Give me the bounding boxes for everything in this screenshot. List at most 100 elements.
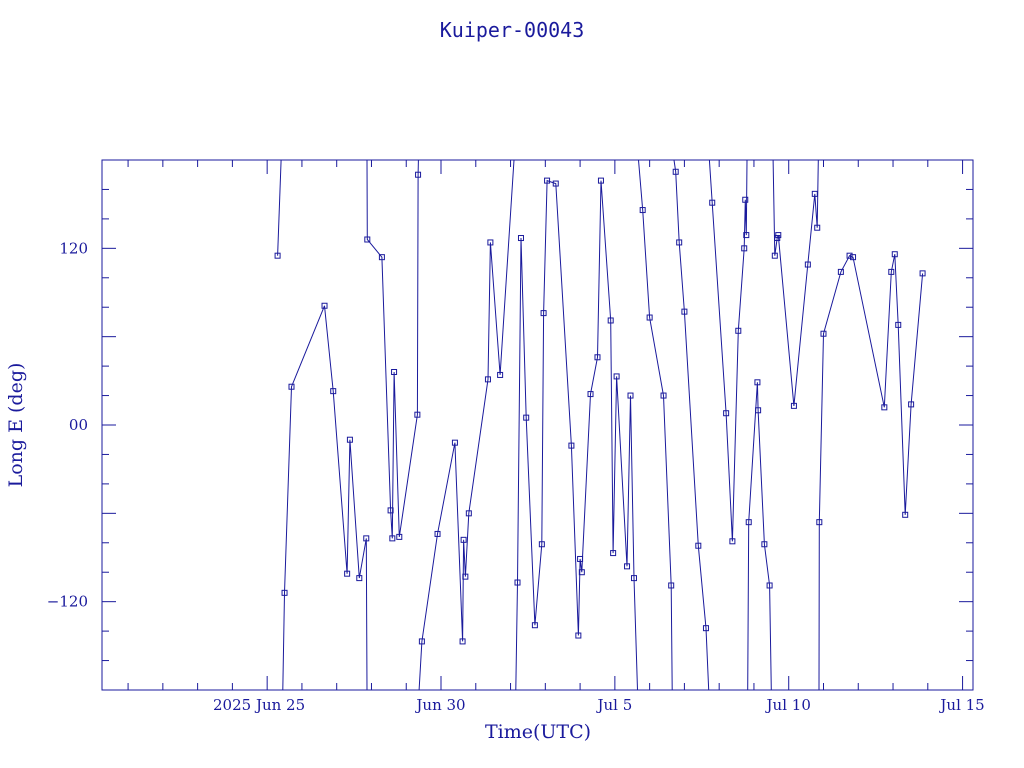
series-line	[708, 159, 748, 542]
data-point	[330, 388, 337, 395]
series-line	[638, 159, 673, 691]
x-tick-label: Jun 30	[414, 696, 465, 714]
x-tick-label: 2025 Jun 25	[213, 696, 305, 714]
chart-title: Kuiper-00043	[440, 18, 585, 42]
data-point	[771, 252, 778, 259]
data-point	[624, 563, 631, 570]
data-point	[378, 254, 385, 261]
y-tick-label: 120	[59, 239, 88, 257]
data-point	[594, 354, 601, 361]
y-axis-label: Long E (deg)	[5, 363, 27, 488]
data-point	[577, 555, 584, 562]
data-point	[837, 268, 844, 275]
data-point	[434, 530, 441, 537]
data-point	[888, 268, 895, 275]
tick-labels: 2025 Jun 25 Jun 30 Jul 5 Jul 10 Jul 15 120 00 −…	[47, 239, 985, 714]
data-point	[544, 177, 551, 184]
data-point	[761, 541, 768, 548]
data-point	[723, 410, 730, 417]
data-point	[344, 570, 351, 577]
data-point	[484, 376, 491, 383]
data-point	[387, 507, 394, 514]
data-point	[881, 404, 888, 411]
data-point	[676, 239, 683, 246]
data-point	[321, 302, 328, 309]
data-point	[497, 371, 504, 378]
marker-layer	[274, 168, 926, 645]
data-point	[681, 308, 688, 315]
data-point	[523, 414, 530, 421]
data-point	[462, 573, 469, 580]
data-point	[895, 321, 902, 328]
data-point	[389, 535, 396, 542]
series-line	[418, 159, 515, 691]
data-point	[846, 252, 853, 259]
data-point	[695, 542, 702, 549]
data-point	[487, 239, 494, 246]
data-point	[568, 442, 575, 449]
data-point	[418, 638, 425, 645]
data-point	[514, 579, 521, 586]
series-line	[747, 382, 772, 691]
data-point	[578, 569, 585, 576]
data-point	[811, 190, 818, 197]
data-point	[729, 538, 736, 545]
axis-ticks	[102, 160, 973, 690]
series-layer	[277, 159, 924, 691]
data-point	[540, 310, 547, 317]
data-point	[816, 519, 823, 526]
data-point	[630, 575, 637, 582]
data-point	[465, 510, 472, 517]
data-point	[575, 632, 582, 639]
data-point	[607, 317, 614, 324]
x-axis-label: Time(UTC)	[485, 721, 591, 743]
data-point	[660, 392, 667, 399]
data-point	[517, 235, 524, 242]
data-point	[814, 224, 821, 231]
data-point	[538, 541, 545, 548]
series-line	[277, 159, 282, 256]
data-point	[414, 411, 421, 418]
data-point	[597, 177, 604, 184]
y-tick-label: −120	[47, 593, 88, 611]
data-point	[672, 168, 679, 175]
data-point	[288, 383, 295, 390]
data-point	[742, 196, 749, 203]
data-point	[741, 245, 748, 252]
data-point	[702, 625, 709, 632]
y-tick-label: 00	[69, 416, 88, 434]
x-tick-label: Jul 5	[595, 696, 632, 714]
x-tick-label: Jul 15	[938, 696, 984, 714]
series-line	[673, 159, 710, 691]
data-point	[646, 314, 653, 321]
data-point	[902, 511, 909, 518]
data-point	[745, 519, 752, 526]
data-point	[531, 622, 538, 629]
data-point	[804, 261, 811, 268]
data-point	[919, 270, 926, 277]
data-point	[668, 582, 675, 589]
data-point	[610, 550, 617, 557]
series-line	[515, 179, 638, 691]
data-point	[459, 638, 466, 645]
data-point	[766, 582, 773, 589]
data-point	[363, 535, 370, 542]
data-point	[743, 232, 750, 239]
data-point	[709, 199, 716, 206]
series-line	[282, 305, 368, 691]
data-point	[775, 232, 782, 239]
series-line	[366, 159, 419, 539]
data-point	[460, 536, 467, 543]
data-point	[891, 251, 898, 258]
data-point	[613, 373, 620, 380]
data-point	[735, 327, 742, 334]
data-point	[754, 379, 761, 386]
plot-frame	[101, 159, 974, 691]
data-point	[346, 436, 353, 443]
data-point	[281, 589, 288, 596]
data-point	[850, 254, 857, 261]
data-point	[391, 369, 398, 375]
x-tick-label: Jul 10	[765, 696, 811, 714]
data-point	[587, 391, 594, 398]
data-point	[552, 180, 559, 187]
